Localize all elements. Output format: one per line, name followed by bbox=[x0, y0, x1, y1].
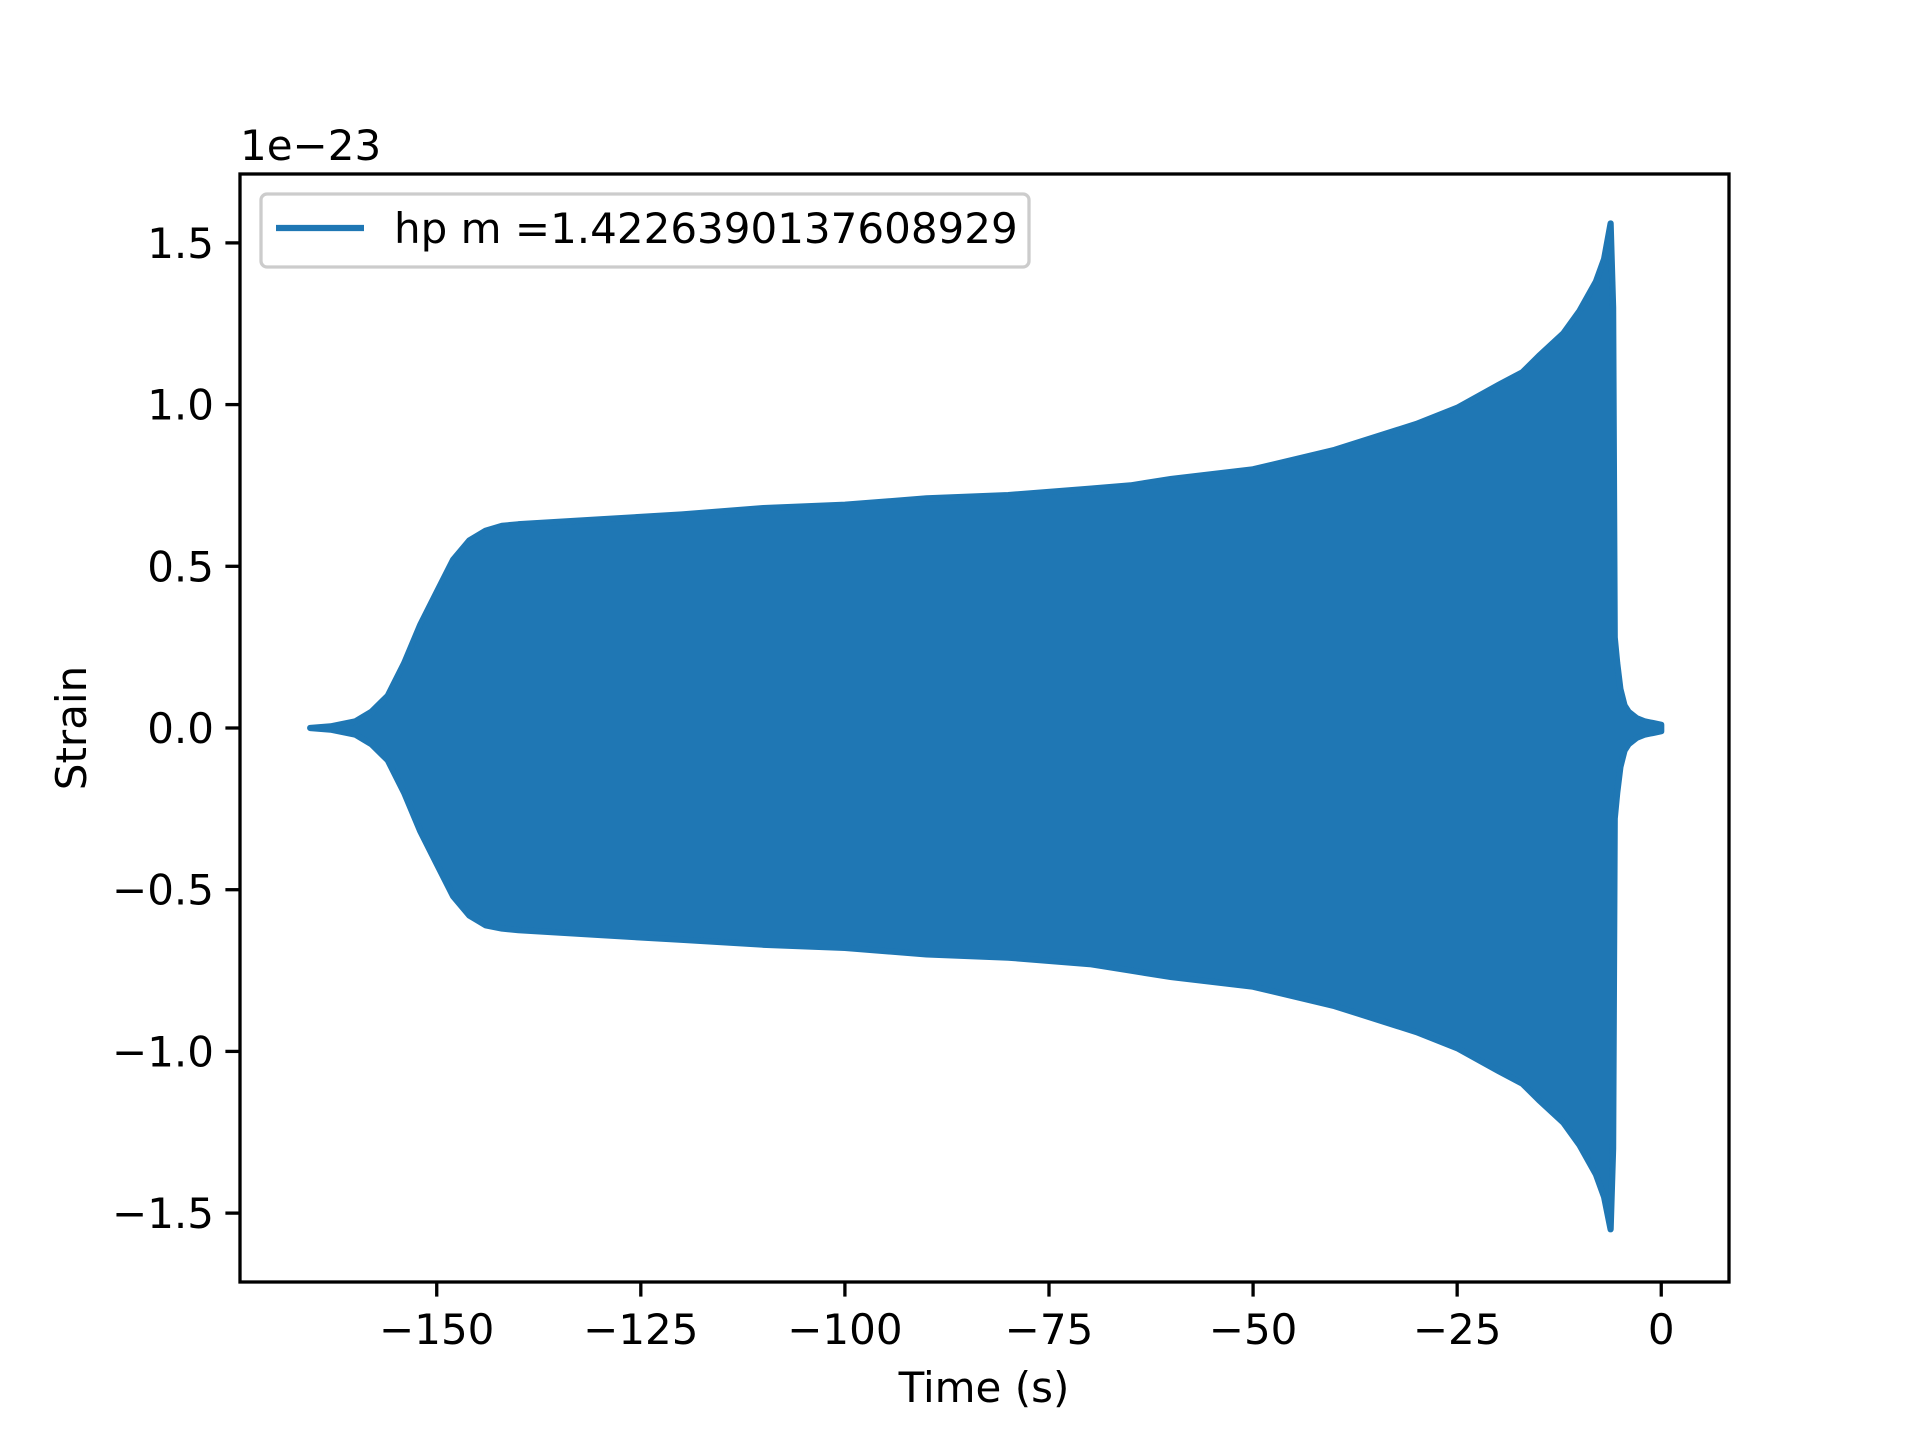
legend-box bbox=[259, 192, 1031, 269]
y-axis-label: Strain bbox=[47, 666, 96, 790]
x-tick-label: −50 bbox=[1209, 1305, 1298, 1354]
y-tick-label: −1.5 bbox=[112, 1189, 214, 1238]
y-axis: −1.5 −1.0 −0.5 0.0 0.5 1.0 1.5 bbox=[112, 219, 240, 1238]
y-tick-label: 1.0 bbox=[147, 381, 214, 430]
x-tick-label: −150 bbox=[379, 1305, 494, 1354]
x-tick-label: 0 bbox=[1648, 1305, 1675, 1354]
x-tick-label: −25 bbox=[1413, 1305, 1502, 1354]
y-tick-label: 0.0 bbox=[147, 704, 214, 753]
y-tick-label: −0.5 bbox=[112, 866, 214, 915]
x-tick-label: −100 bbox=[787, 1305, 902, 1354]
x-tick-label: −125 bbox=[583, 1305, 698, 1354]
x-axis: −150 −125 −100 −75 −50 −25 0 bbox=[379, 1282, 1675, 1354]
y-tick-label: 1.5 bbox=[147, 219, 214, 268]
legend: hp m =1.4226390137608929 bbox=[259, 192, 1031, 269]
series-line-0 bbox=[307, 220, 1665, 1233]
y-offset-text: 1e−23 bbox=[240, 121, 381, 170]
legend-label: hp m =1.4226390137608929 bbox=[394, 204, 1018, 253]
y-tick-label: 0.5 bbox=[147, 542, 214, 591]
plot-area bbox=[307, 220, 1665, 1233]
y-tick-label: −1.0 bbox=[112, 1027, 214, 1076]
x-tick-label: −75 bbox=[1005, 1305, 1094, 1354]
x-axis-label: Time (s) bbox=[898, 1363, 1070, 1412]
